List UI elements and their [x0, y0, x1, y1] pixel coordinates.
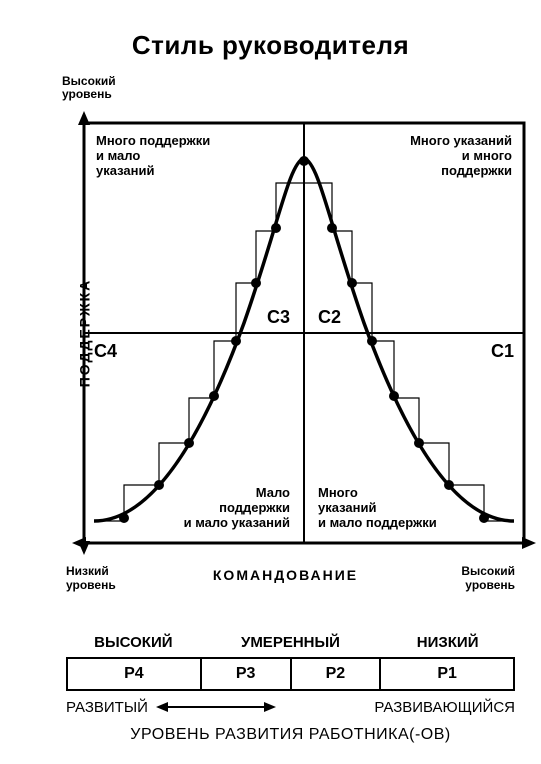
x-axis-label: КОМАНДОВАНИЕ — [126, 565, 445, 583]
dev-table-cell: Р1 — [379, 659, 513, 689]
y-high-label: Высокийуровень — [62, 75, 515, 101]
svg-text:указаний: указаний — [96, 163, 154, 178]
svg-text:Много: Много — [318, 485, 358, 500]
dev-table-cell: Р4 — [68, 659, 200, 689]
page-title: Стиль руководителя — [20, 30, 521, 61]
svg-text:Много поддержки: Много поддержки — [96, 133, 210, 148]
svg-text:Мало: Мало — [256, 485, 290, 500]
dev-table-cell: Р2 — [290, 659, 380, 689]
svg-text:указаний: указаний — [318, 500, 376, 515]
dev-caption: УРОВЕНЬ РАЗВИТИЯ РАБОТНИКА(-ОВ) — [66, 726, 515, 744]
svg-text:и мало указаний: и мало указаний — [184, 515, 290, 530]
development-level-section: ВЫСОКИЙУМЕРЕННЫЙНИЗКИЙ Р4Р3Р2Р1 РАЗВИТЫЙ… — [66, 628, 515, 744]
dev-level-table: Р4Р3Р2Р1 — [66, 657, 515, 691]
svg-text:поддержки: поддержки — [219, 500, 290, 515]
svg-text:С4: С4 — [94, 341, 117, 361]
dev-arrow-row: РАЗВИТЫЙ РАЗВИВАЮЩИЙСЯ — [66, 699, 515, 716]
y-axis-label: ПОДДЕРЖКА — [76, 279, 92, 388]
dev-level-headers: ВЫСОКИЙУМЕРЕННЫЙНИЗКИЙ — [66, 628, 515, 657]
dev-arrow-right: РАЗВИВАЮЩИЙСЯ — [374, 699, 515, 716]
chart-area: Высокийуровень ПОДДЕРЖКА Много поддержки… — [66, 75, 515, 592]
svg-text:Много указаний: Много указаний — [410, 133, 512, 148]
x-low-label: Низкийуровень — [66, 565, 126, 591]
dev-table-cell: Р3 — [200, 659, 290, 689]
svg-text:и много: и много — [462, 148, 512, 163]
dev-header-cell: УМЕРЕННЫЙ — [201, 628, 381, 657]
svg-text:С1: С1 — [491, 341, 514, 361]
svg-text:поддержки: поддержки — [441, 163, 512, 178]
dev-arrow-left: РАЗВИТЫЙ — [66, 699, 148, 716]
dev-header-cell: НИЗКИЙ — [380, 628, 515, 657]
leadership-chart: Много поддержкии малоуказанийМного указа… — [66, 105, 541, 561]
svg-text:и мало: и мало — [96, 148, 140, 163]
x-axis-row: Низкийуровень КОМАНДОВАНИЕ Высокийуровен… — [66, 565, 515, 591]
svg-text:С2: С2 — [318, 307, 341, 327]
svg-text:С3: С3 — [267, 307, 290, 327]
x-high-label: Высокийуровень — [445, 565, 515, 591]
dev-header-cell: ВЫСОКИЙ — [66, 628, 201, 657]
svg-text:и мало поддержки: и мало поддержки — [318, 515, 437, 530]
double-arrow-icon — [148, 700, 374, 714]
